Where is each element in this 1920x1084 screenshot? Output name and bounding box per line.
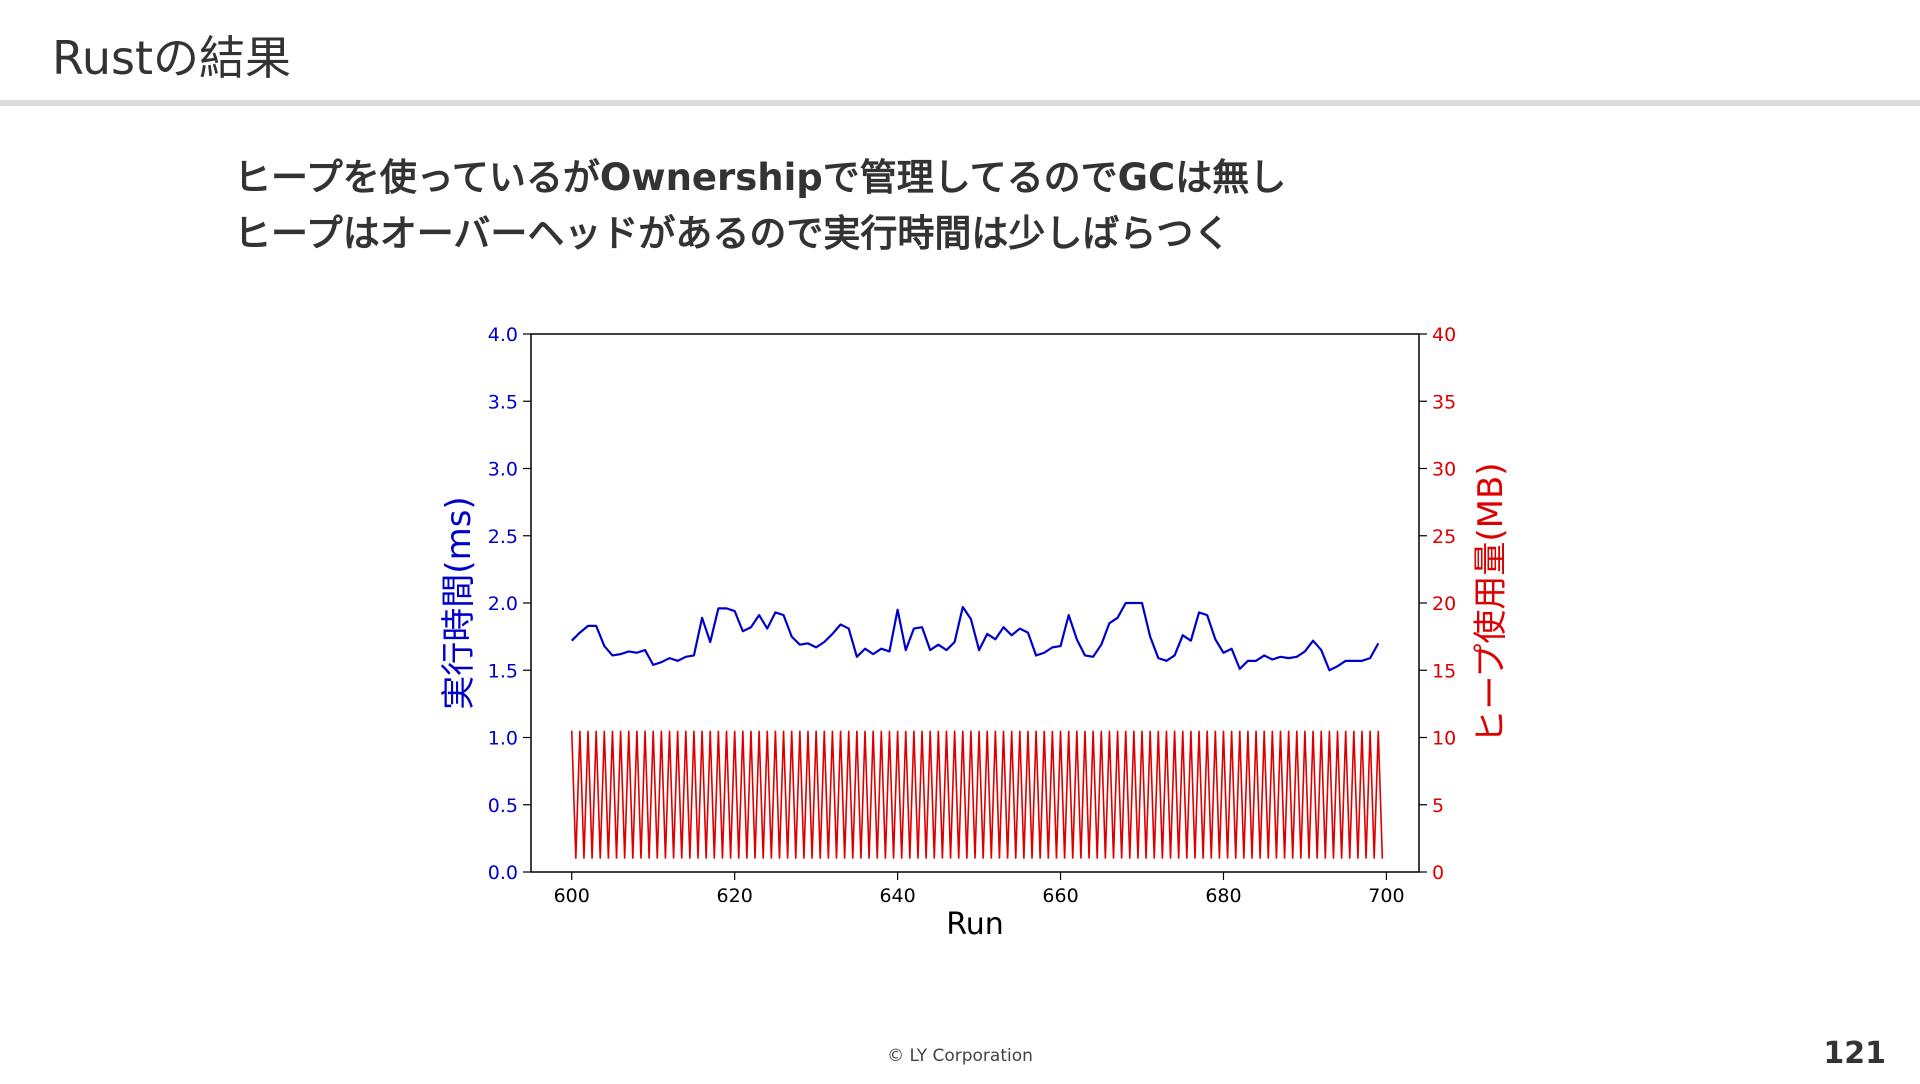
heap-series [570, 730, 1384, 859]
right-axis: 0 5 10 15 20 25 30 35 40 [1419, 324, 1456, 884]
plot-frame [530, 333, 1420, 873]
right-tick-label: 5 [1432, 795, 1444, 817]
right-tick-label: 0 [1432, 862, 1444, 884]
time-series [570, 601, 1380, 672]
left-axis: 0.0 0.5 1.0 1.5 2.0 2.5 3.0 3.5 4.0 [488, 324, 531, 884]
left-tick-label: 2.5 [488, 526, 518, 548]
x-tick-label: 600 [554, 885, 590, 907]
left-tick-label: 0.5 [488, 795, 518, 817]
slide-title: Rustの結果 [52, 31, 292, 85]
bullet-item: ヒープはオーバーヘッドがあるので実行時間は少しばらつく [234, 212, 1231, 255]
heap-usage-line [570, 730, 1384, 859]
title-divider [0, 100, 1920, 106]
right-tick-label: 40 [1432, 324, 1456, 346]
right-tick-label: 30 [1432, 459, 1456, 481]
left-tick-label: 3.0 [488, 459, 518, 481]
bullet-item: ヒープを使っているがOwnershipで管理してるのでGCは無し [234, 156, 1287, 199]
right-tick-label: 35 [1432, 391, 1456, 413]
x-tick-label: 680 [1205, 885, 1241, 907]
right-tick-label: 15 [1432, 660, 1456, 682]
x-tick-label: 620 [717, 885, 753, 907]
right-tick-label: 20 [1432, 593, 1456, 615]
x-axis-label: Run [946, 907, 1004, 942]
bullet-list: ヒープを使っているがOwnershipで管理してるのでGCは無し ヒープはオーバ… [234, 150, 1286, 262]
execution-time-line [570, 601, 1380, 672]
x-tick-label: 700 [1368, 885, 1404, 907]
x-tick-label: 640 [879, 885, 915, 907]
left-tick-label: 2.0 [488, 593, 518, 615]
left-tick-label: 1.0 [488, 728, 518, 750]
y-axis-label-right: ヒープ使用量(MB) [1471, 462, 1511, 743]
left-tick-label: 3.5 [488, 391, 518, 413]
page-number: 121 [1823, 1036, 1886, 1071]
right-tick-label: 25 [1432, 526, 1456, 548]
left-tick-label: 0.0 [488, 862, 518, 884]
x-tick-label: 660 [1042, 885, 1078, 907]
x-axis: 600 620 640 660 680 700 [554, 872, 1405, 907]
right-tick-label: 10 [1432, 728, 1456, 750]
y-axis-label-left: 実行時間(ms) [439, 496, 479, 709]
left-tick-label: 4.0 [488, 324, 518, 346]
copyright-footer: © LY Corporation [887, 1046, 1033, 1066]
left-tick-label: 1.5 [488, 660, 518, 682]
